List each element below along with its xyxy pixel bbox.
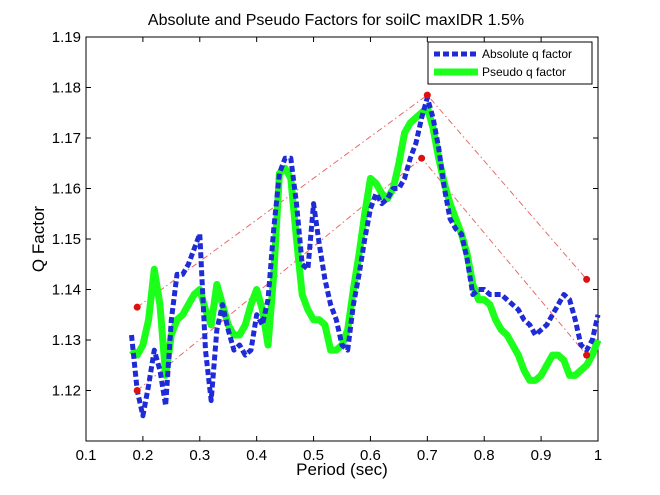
marker-point — [133, 303, 141, 311]
x-tick-label: 1 — [594, 447, 602, 464]
legend-label-absolute: Absolute q factor — [482, 47, 572, 61]
legend: Absolute q factor Pseudo q factor — [427, 41, 593, 85]
marker-point — [583, 351, 591, 359]
x-tick-label: 0.2 — [132, 447, 153, 464]
legend-label-pseudo: Pseudo q factor — [482, 65, 566, 79]
x-tick-label: 0.8 — [474, 447, 495, 464]
marker-point — [418, 154, 426, 162]
x-tick-label: 0.7 — [417, 447, 438, 464]
marker-point — [133, 387, 141, 394]
x-axis-title: Period (sec) — [296, 460, 388, 479]
chart-title: Absolute and Pseudo Factors for soilC ma… — [148, 12, 524, 29]
x-tick-label: 0.9 — [531, 447, 552, 464]
point-markers — [133, 91, 591, 394]
x-tick-label: 0.4 — [246, 447, 267, 464]
y-tick-label: 1.14 — [52, 282, 81, 299]
series-line-absolute — [129, 95, 601, 419]
x-tick-label: 0.3 — [189, 447, 210, 464]
data-series — [129, 95, 602, 419]
y-tick-label: 1.15 — [52, 231, 81, 248]
plot-area — [85, 36, 599, 442]
y-tick-label: 1.12 — [52, 383, 81, 400]
legend-box — [427, 41, 593, 85]
marker-point — [423, 91, 431, 99]
x-tick-label: 0.5 — [303, 447, 324, 464]
y-tick-label: 1.13 — [52, 332, 81, 349]
axis-ticks: 0.1 0.2 0.3 0.4 0.5 0.6 0.7 0.8 0.9 1 1.12 1.13 1.14… — [52, 29, 602, 464]
y-tick-label: 1.16 — [52, 181, 81, 198]
x-tick-label: 0.6 — [360, 447, 381, 464]
marker-point — [583, 275, 591, 283]
series-line-pseudo — [129, 104, 602, 384]
x-tick-label: 0.1 — [76, 447, 97, 464]
y-tick-label: 1.17 — [52, 130, 81, 147]
y-tick-label: 1.19 — [52, 29, 81, 46]
y-axis-title: Q Factor — [29, 206, 48, 272]
y-tick-label: 1.18 — [52, 80, 81, 97]
